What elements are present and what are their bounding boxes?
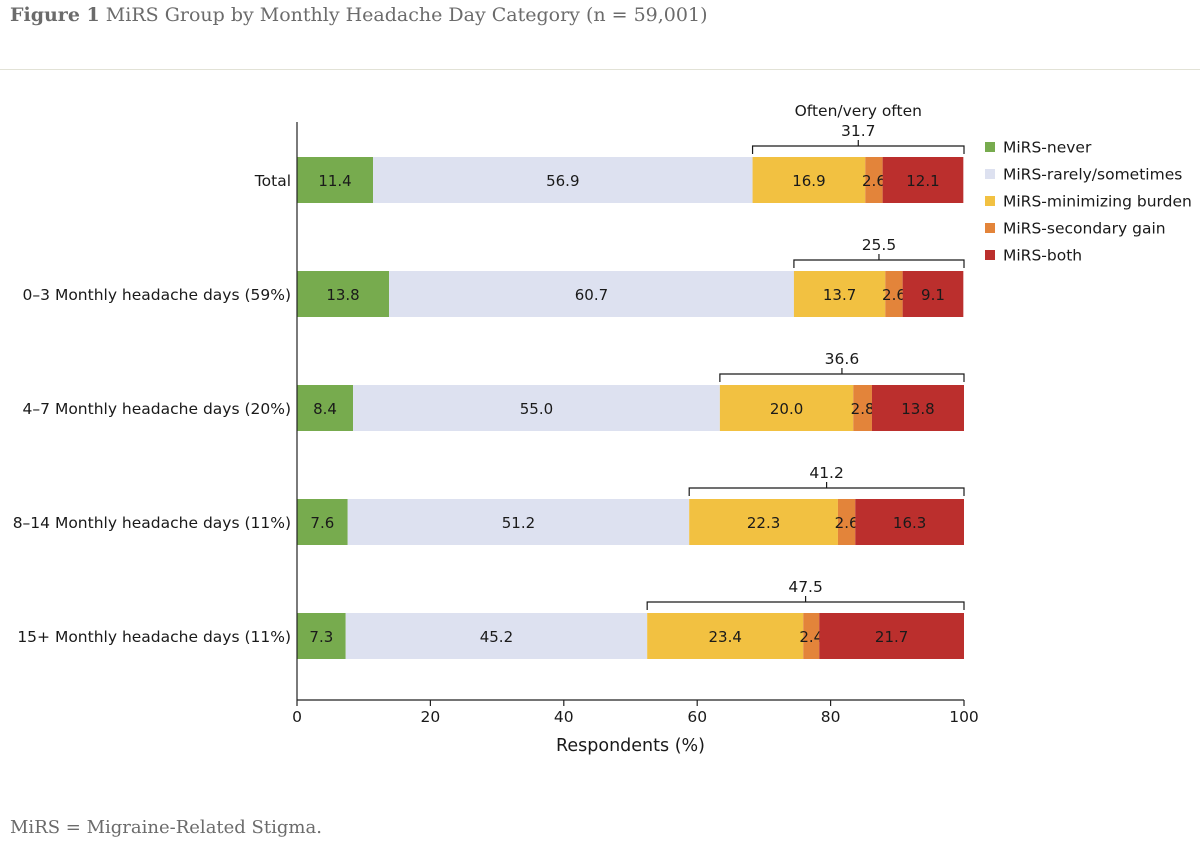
bar-value-label: 45.2 <box>480 628 513 646</box>
legend-label: MiRS-secondary gain <box>1003 220 1166 238</box>
x-tick-label: 20 <box>421 708 441 726</box>
bar-value-label: 16.3 <box>893 514 926 532</box>
bar-segment-never <box>297 499 348 545</box>
figure-footnote: MiRS = Migraine-Related Stigma. <box>10 817 322 838</box>
legend-swatch-minimizing <box>985 196 995 206</box>
bar-segment-never <box>297 157 374 203</box>
legend-swatch-never <box>985 142 995 152</box>
figure-title: Figure 1 MiRS Group by Monthly Headache … <box>10 4 708 26</box>
often-bracket-value: 31.7 <box>841 122 876 140</box>
bar-segment-rarely <box>353 385 720 431</box>
bar-segment-minimizing <box>689 499 838 545</box>
bar-value-label: 2.8 <box>851 400 875 418</box>
bar-value-label: 13.8 <box>326 286 359 304</box>
often-bracket <box>646 596 965 610</box>
bar-segment-rarely <box>389 271 794 317</box>
bar-value-label: 21.7 <box>875 628 908 646</box>
figure-label: Figure 1 <box>10 4 100 26</box>
stacked-bar-chart: 11.4 56.9 16.9 2.6 12.1 Total 31.7 Often/very o… <box>13 102 1192 756</box>
bar-segment-both <box>819 613 964 659</box>
bar-value-label: 13.8 <box>901 400 934 418</box>
often-bracket <box>793 254 965 268</box>
bar-value-label: 2.6 <box>862 172 886 190</box>
bar-segment-minimizing <box>647 613 804 659</box>
x-tick-label: 60 <box>687 708 707 726</box>
bar-segment-both <box>855 499 964 545</box>
x-tick-label: 40 <box>554 708 574 726</box>
bar-segment-minimizing <box>719 385 854 431</box>
bar-value-label: 13.7 <box>823 286 856 304</box>
legend-label: MiRS-never <box>1003 139 1092 157</box>
figure-title-text: MiRS Group by Monthly Headache Day Categ… <box>105 4 708 26</box>
often-bracket-heading: Often/very often <box>795 102 922 120</box>
often-bracket-value: 47.5 <box>788 578 823 596</box>
bar-segment-never <box>297 385 354 431</box>
bar-value-label: 8.4 <box>313 400 337 418</box>
x-tick-label: 100 <box>949 708 979 726</box>
category-label: 0–3 Monthly headache days (59%) <box>23 286 291 304</box>
often-bracket-value: 41.2 <box>809 464 844 482</box>
category-label: 8–14 Monthly headache days (11%) <box>13 514 291 532</box>
legend-label: MiRS-rarely/sometimes <box>1003 166 1182 184</box>
often-bracket <box>719 368 965 382</box>
bar-value-label: 16.9 <box>792 172 825 190</box>
bar-segment-rarely <box>345 613 648 659</box>
bar-value-label: 20.0 <box>770 400 803 418</box>
bar-segment-secondary <box>865 157 883 203</box>
category-label: 15+ Monthly headache days (11%) <box>17 628 291 646</box>
bar-value-label: 55.0 <box>520 400 553 418</box>
bar-value-label: 60.7 <box>575 286 608 304</box>
often-bracket <box>751 140 965 154</box>
category-label: 4–7 Monthly headache days (20%) <box>23 400 291 418</box>
bar-segment-both <box>902 271 964 317</box>
legend-swatch-secondary <box>985 223 995 233</box>
bar-segment-minimizing <box>793 271 886 317</box>
x-tick-label: 0 <box>292 708 302 726</box>
title-divider <box>0 69 1200 70</box>
legend-swatch-both <box>985 250 995 260</box>
legend-label: MiRS-minimizing burden <box>1003 193 1192 211</box>
bar-value-label: 2.6 <box>882 286 906 304</box>
bar-segment-both <box>871 385 964 431</box>
x-axis-title: Respondents (%) <box>556 736 705 756</box>
bar-value-label: 12.1 <box>906 172 939 190</box>
bar-value-label: 2.4 <box>799 628 823 646</box>
bar-value-label: 22.3 <box>747 514 780 532</box>
bar-value-label: 51.2 <box>502 514 535 532</box>
bar-segment-secondary <box>853 385 872 431</box>
legend-label: MiRS-both <box>1003 247 1082 265</box>
bar-value-label: 56.9 <box>546 172 579 190</box>
bar-segment-rarely <box>373 157 753 203</box>
often-bracket-value: 25.5 <box>862 236 897 254</box>
legend-swatch-rarely <box>985 169 995 179</box>
bar-value-label: 11.4 <box>318 172 351 190</box>
bar-value-label: 23.4 <box>709 628 742 646</box>
bar-value-label: 7.6 <box>310 514 334 532</box>
bar-value-label: 2.6 <box>835 514 859 532</box>
x-tick-label: 80 <box>821 708 841 726</box>
bar-segment-both <box>882 157 964 203</box>
bar-segment-rarely <box>347 499 690 545</box>
often-bracket <box>688 482 965 496</box>
bar-value-label: 7.3 <box>309 628 333 646</box>
category-label: Total <box>254 172 291 190</box>
bar-segment-secondary <box>885 271 903 317</box>
bar-segment-never <box>297 271 390 317</box>
bar-value-label: 9.1 <box>921 286 945 304</box>
bar-segment-minimizing <box>752 157 866 203</box>
often-bracket-value: 36.6 <box>825 350 860 368</box>
bar-segment-secondary <box>803 613 820 659</box>
bar-segment-secondary <box>837 499 856 545</box>
bar-segment-never <box>297 613 346 659</box>
